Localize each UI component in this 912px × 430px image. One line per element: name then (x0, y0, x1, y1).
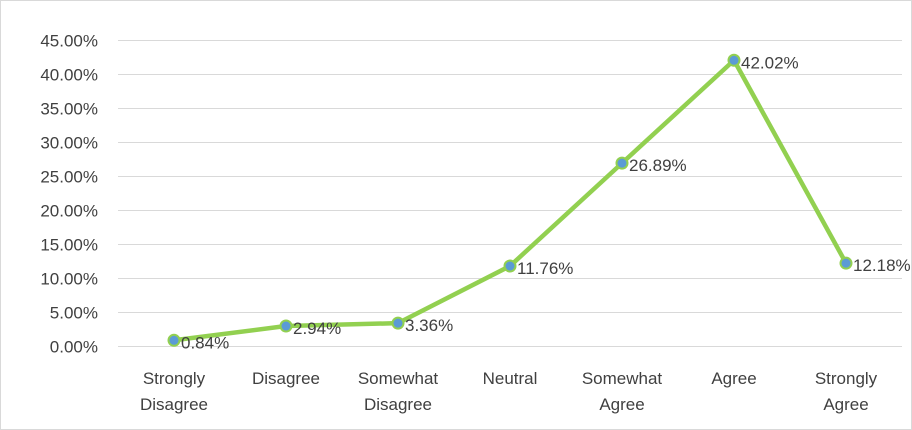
x-category-label-line: Strongly (815, 369, 878, 388)
x-category-label: Strongly Disagree (140, 369, 208, 414)
y-tick-label: 30.00% (40, 134, 98, 153)
y-tick-label: 10.00% (40, 270, 98, 289)
data-point-marker (615, 156, 629, 170)
y-tick-label: 20.00% (40, 202, 98, 221)
x-category-label-line: Disagree (140, 395, 208, 414)
x-category-label-line: Neutral (483, 369, 538, 388)
data-point-marker (167, 333, 181, 347)
x-category-label: Somewhat Disagree (358, 369, 439, 414)
x-category-label: Neutral (483, 369, 538, 388)
y-tick-label: 15.00% (40, 236, 98, 255)
data-point-marker (391, 316, 405, 330)
data-point-marker (727, 53, 741, 67)
x-category-label: Strongly Agree (815, 369, 878, 414)
data-point-marker (503, 259, 517, 273)
x-category-label-line: Disagree (364, 395, 432, 414)
x-axis-category-labels: Strongly Disagree Disagree Somewhat Disagree… (140, 369, 878, 414)
data-label: 42.02% (741, 53, 799, 72)
data-markers (167, 53, 853, 347)
data-point-marker (279, 319, 293, 333)
x-category-label: Disagree (252, 369, 320, 388)
x-category-label-line: Strongly (143, 369, 206, 388)
y-tick-label: 5.00% (50, 304, 98, 323)
x-category-label-line: Agree (711, 369, 756, 388)
data-label: 3.36% (405, 316, 453, 335)
x-category-label: Agree (711, 369, 756, 388)
data-label: 2.94% (293, 319, 341, 338)
data-label: 0.84% (181, 333, 229, 352)
y-tick-label: 40.00% (40, 66, 98, 85)
x-category-label: Somewhat Agree (582, 369, 663, 414)
y-tick-label: 45.00% (40, 32, 98, 51)
data-labels: 0.84% 2.94% 3.36% 11.76% 26.89% 42.02% 12.18% (181, 53, 911, 352)
x-category-label-line: Agree (823, 395, 868, 414)
y-axis-tick-labels: 0.00% 5.00% 10.00% 15.00% 20.00% 25.00% 30.00%… (40, 32, 98, 357)
y-tick-label: 25.00% (40, 168, 98, 187)
data-label: 11.76% (517, 259, 573, 278)
y-tick-label: 0.00% (50, 338, 98, 357)
x-category-label-line: Disagree (252, 369, 320, 388)
x-category-label-line: Somewhat (358, 369, 439, 388)
data-label: 12.18% (853, 256, 911, 275)
data-point-marker (839, 256, 853, 270)
y-tick-label: 35.00% (40, 100, 98, 119)
gridlines (118, 40, 902, 347)
data-label: 26.89% (629, 156, 687, 175)
x-category-label-line: Agree (599, 395, 644, 414)
x-category-label-line: Somewhat (582, 369, 663, 388)
